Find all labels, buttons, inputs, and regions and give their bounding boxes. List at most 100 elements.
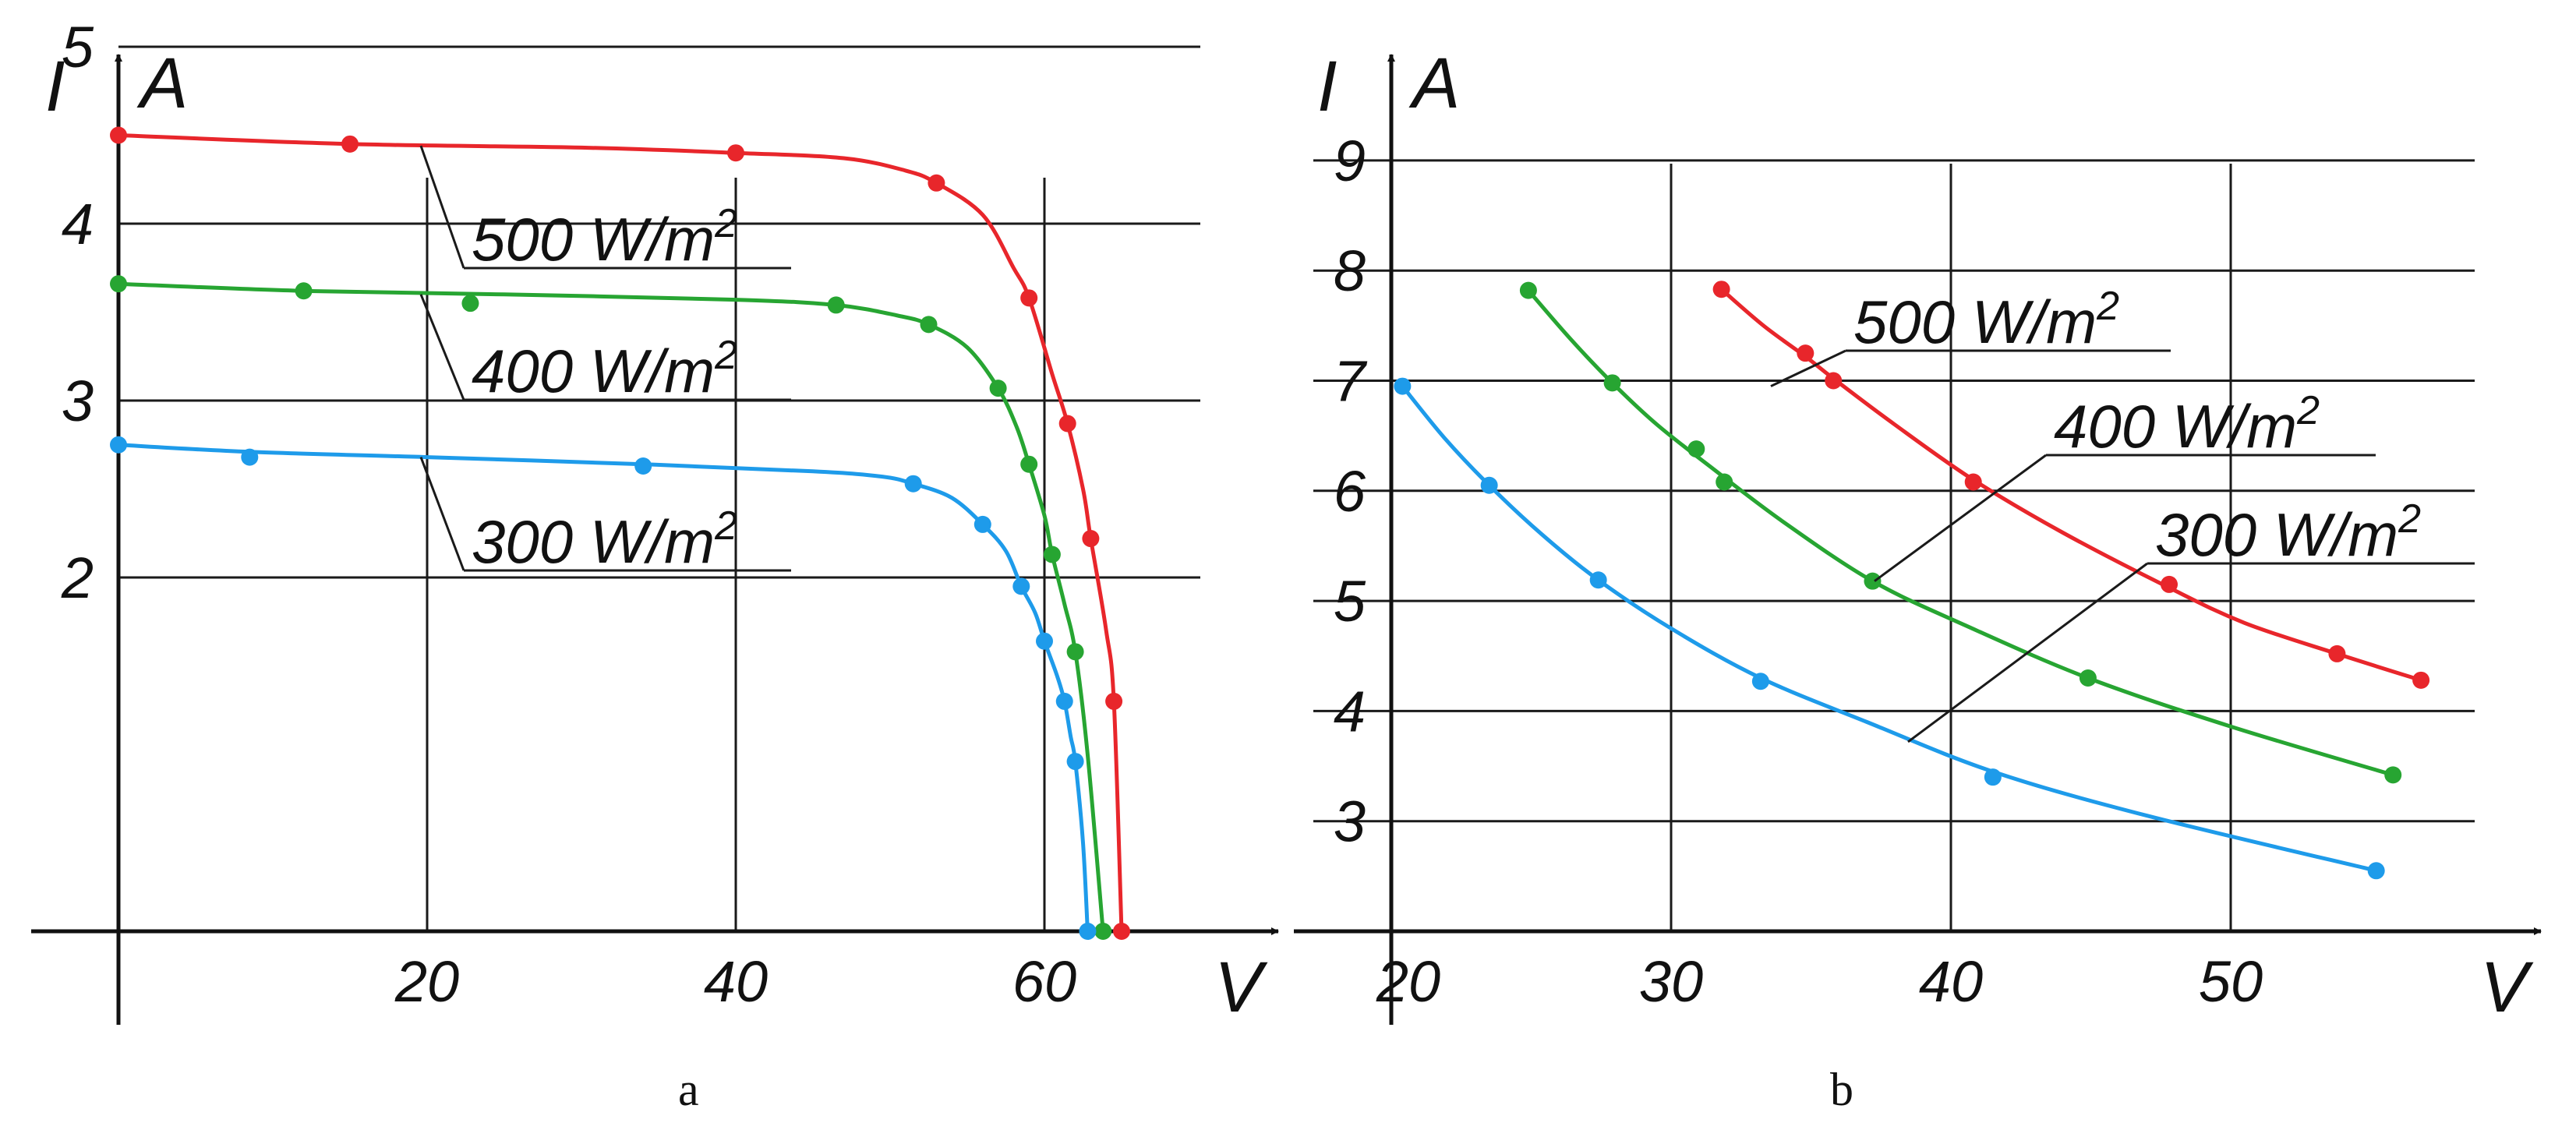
data-point-500wm-5 <box>1058 415 1076 433</box>
y-tick-label-6: 6 <box>1334 459 1366 524</box>
series-line-400wm <box>116 281 1105 934</box>
data-point-300wm-6 <box>1036 632 1053 650</box>
points-a <box>110 126 1130 940</box>
series-label-500wm: 500 W/m2 <box>1853 284 2119 356</box>
leader-line-300wm-0 <box>1907 562 2148 743</box>
series-label-text-400wm: 400 W/m <box>472 337 715 405</box>
data-point-400wm-4 <box>1864 572 1882 590</box>
data-point-300wm-2 <box>634 457 652 475</box>
y-tick-label-5: 5 <box>62 15 94 79</box>
leader-line-500wm-0 <box>419 145 465 269</box>
series-label-500wm: 500 W/m2 <box>472 201 737 274</box>
data-point-400wm-6 <box>1020 455 1038 473</box>
leaders-a <box>419 145 791 572</box>
series-label-300wm: 300 W/m2 <box>472 503 737 576</box>
data-point-500wm-0 <box>110 126 127 144</box>
series-line-500wm <box>116 133 1124 934</box>
y-tick-label-2: 2 <box>61 546 94 610</box>
data-point-500wm-6 <box>1082 530 1100 548</box>
data-point-300wm-2 <box>1589 571 1607 589</box>
data-point-300wm-3 <box>904 475 922 493</box>
data-point-400wm-8 <box>1066 643 1084 661</box>
panel-caption-b: b <box>1830 1064 1853 1115</box>
data-point-300wm-1 <box>1480 476 1498 494</box>
tick-labels-b: 20 30 40 50 3 4 5 6 7 8 9 <box>1334 129 2263 1014</box>
data-point-300wm-5 <box>1012 577 1030 595</box>
data-point-400wm-2 <box>1687 440 1705 458</box>
series-label-text-500wm: 500 W/m <box>1853 288 2097 356</box>
grid-b <box>1313 159 2475 931</box>
data-point-300wm-9 <box>1079 923 1097 940</box>
data-point-400wm-5 <box>2079 669 2097 687</box>
y-axis-symbol-a: I <box>45 47 65 126</box>
data-point-400wm-0 <box>110 275 127 293</box>
series-label-400wm: 400 W/m2 <box>2054 388 2320 461</box>
data-point-400wm-7 <box>1043 546 1061 563</box>
data-point-500wm-1 <box>1797 344 1815 362</box>
series-label-sup-500wm: 2 <box>714 201 737 246</box>
data-point-400wm-6 <box>2384 766 2402 784</box>
data-point-400wm-2 <box>461 295 479 313</box>
data-point-500wm-3 <box>1964 473 1982 491</box>
y-axis-symbol-b: I <box>1317 47 1337 126</box>
x-axis-label-b: V <box>2480 948 2534 1027</box>
leader-line-300wm-0 <box>419 457 465 571</box>
data-point-500wm-4 <box>2161 575 2178 593</box>
data-point-500wm-3 <box>928 174 945 192</box>
data-point-300wm-5 <box>2367 862 2385 880</box>
x-tick-label-20: 20 <box>1376 949 1440 1014</box>
y-axis-unit-b: A <box>1408 44 1460 123</box>
data-point-400wm-3 <box>1716 473 1733 491</box>
y-tick-label-3: 3 <box>62 369 94 433</box>
data-point-300wm-4 <box>1984 768 2002 786</box>
data-point-500wm-5 <box>2328 644 2346 662</box>
curves-b <box>1400 287 2423 873</box>
series-label-text-300wm: 300 W/m <box>472 507 715 576</box>
x-axis-label-a: V <box>1214 948 1268 1027</box>
data-point-500wm-2 <box>1825 372 1843 390</box>
panel-caption-a: a <box>678 1064 699 1115</box>
x-tick-label-20: 20 <box>394 949 459 1014</box>
series-label-sup-300wm: 2 <box>2398 496 2421 542</box>
data-point-300wm-0 <box>110 436 127 454</box>
series-label-400wm: 400 W/m2 <box>472 333 737 405</box>
leader-line-400wm-0 <box>1874 454 2047 582</box>
leaders-b <box>1770 349 2475 743</box>
data-point-500wm-1 <box>341 135 359 153</box>
data-point-500wm-8 <box>1113 923 1130 940</box>
series-label-text-300wm: 300 W/m <box>2155 500 2398 569</box>
series-label-text-400wm: 400 W/m <box>2054 392 2297 461</box>
tick-labels-a: 20 40 60 2 3 4 5 <box>61 15 1076 1014</box>
data-point-300wm-3 <box>1751 673 1769 690</box>
x-tick-label-30: 30 <box>1639 949 1703 1014</box>
y-axis-unit-a: A <box>136 44 188 123</box>
data-point-500wm-0 <box>1712 281 1730 298</box>
series-label-sup-400wm: 2 <box>2296 388 2320 433</box>
data-point-500wm-7 <box>1105 692 1123 710</box>
y-tick-label-9: 9 <box>1334 129 1366 193</box>
data-point-300wm-8 <box>1066 753 1084 771</box>
data-point-500wm-6 <box>2412 671 2430 689</box>
x-tick-label-50: 50 <box>2199 949 2263 1014</box>
y-tick-label-7: 7 <box>1334 349 1368 414</box>
data-point-400wm-4 <box>920 316 938 334</box>
y-tick-label-5: 5 <box>1334 569 1366 634</box>
series-label-text-500wm: 500 W/m <box>472 205 715 274</box>
series-label-sup-400wm: 2 <box>714 333 737 378</box>
data-point-400wm-1 <box>1603 374 1621 392</box>
data-point-300wm-1 <box>241 448 259 466</box>
data-point-400wm-0 <box>1519 281 1537 299</box>
data-point-300wm-0 <box>1394 377 1412 395</box>
data-point-400wm-9 <box>1094 923 1112 940</box>
y-tick-label-4: 4 <box>1334 679 1366 743</box>
x-tick-label-40: 40 <box>704 949 768 1014</box>
data-point-300wm-7 <box>1055 692 1073 710</box>
series-label-sup-300wm: 2 <box>714 503 737 549</box>
data-point-400wm-5 <box>989 380 1007 397</box>
y-tick-label-4: 4 <box>62 192 94 256</box>
data-point-500wm-4 <box>1020 289 1038 307</box>
